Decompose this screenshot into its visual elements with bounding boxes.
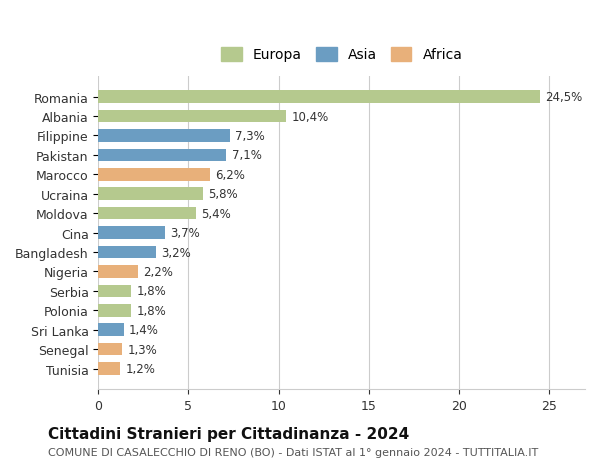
Text: 1,3%: 1,3% (127, 343, 157, 356)
Bar (98, 324, 124, 336)
Text: 10,4%: 10,4% (291, 110, 328, 123)
Bar (98, 266, 138, 278)
Bar (98, 91, 540, 104)
Text: 1,8%: 1,8% (136, 285, 166, 298)
Text: 1,2%: 1,2% (125, 362, 155, 375)
Legend: Europa, Asia, Africa: Europa, Asia, Africa (217, 43, 467, 67)
Text: 1,4%: 1,4% (129, 324, 159, 336)
Text: 2,2%: 2,2% (143, 265, 173, 278)
Bar (98, 149, 226, 162)
Bar (98, 304, 131, 317)
Text: 5,8%: 5,8% (208, 188, 238, 201)
Bar (98, 168, 210, 181)
Bar (98, 111, 286, 123)
Text: 1,8%: 1,8% (136, 304, 166, 317)
Bar (98, 227, 165, 240)
Bar (98, 363, 120, 375)
Bar (98, 130, 230, 142)
Text: COMUNE DI CASALECCHIO DI RENO (BO) - Dati ISTAT al 1° gennaio 2024 - TUTTITALIA.: COMUNE DI CASALECCHIO DI RENO (BO) - Dat… (48, 447, 538, 457)
Text: 7,1%: 7,1% (232, 149, 262, 162)
Text: 5,4%: 5,4% (201, 207, 231, 220)
Text: 3,7%: 3,7% (170, 227, 200, 240)
Text: 3,2%: 3,2% (161, 246, 191, 259)
Text: 7,3%: 7,3% (235, 130, 265, 143)
Text: 24,5%: 24,5% (545, 91, 583, 104)
Bar (98, 343, 122, 356)
Bar (98, 188, 203, 201)
Bar (98, 285, 131, 297)
Bar (98, 246, 156, 259)
Bar (98, 207, 196, 220)
Text: 6,2%: 6,2% (215, 168, 245, 181)
Text: Cittadini Stranieri per Cittadinanza - 2024: Cittadini Stranieri per Cittadinanza - 2… (48, 425, 409, 441)
